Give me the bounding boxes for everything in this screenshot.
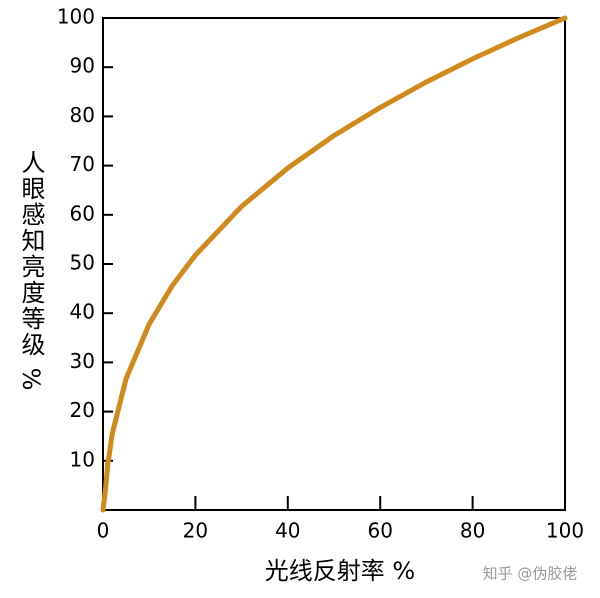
y-tick-label: 70 bbox=[70, 152, 95, 176]
y-tick-label: 30 bbox=[70, 349, 95, 373]
y-tick-label: 10 bbox=[70, 447, 95, 471]
x-tick-label: 100 bbox=[546, 519, 584, 543]
plot-frame bbox=[102, 17, 566, 511]
watermark: 知乎 @伪胶佬 bbox=[483, 565, 578, 583]
x-tick-label: 20 bbox=[183, 519, 208, 543]
y-axis-title: 人眼感知亮度等级 % bbox=[17, 150, 45, 393]
y-tick-label: 50 bbox=[70, 251, 95, 275]
y-tick-label: 60 bbox=[70, 201, 95, 225]
x-tick-label: 40 bbox=[275, 519, 300, 543]
y-tick-label: 80 bbox=[70, 103, 95, 127]
y-tick-label: 100 bbox=[57, 5, 95, 29]
x-tick-label: 0 bbox=[97, 519, 110, 543]
line bbox=[100, 15, 568, 513]
x-tick-label: 60 bbox=[367, 519, 392, 543]
y-tick-label: 40 bbox=[70, 300, 95, 324]
y-tick-label: 20 bbox=[70, 398, 95, 422]
y-tick-label: 90 bbox=[70, 54, 95, 78]
x-tick-label: 80 bbox=[460, 519, 485, 543]
x-axis-title: 光线反射率 % bbox=[265, 557, 415, 585]
